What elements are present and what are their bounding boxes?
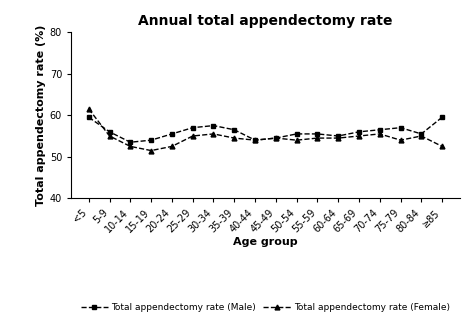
Total appendectomy rate (Female) <box>356 134 362 138</box>
X-axis label: Age group: Age group <box>233 237 298 247</box>
Total appendectomy rate (Male) <box>273 136 279 140</box>
Total appendectomy rate (Female) <box>86 107 91 111</box>
Total appendectomy rate (Female) <box>169 145 175 148</box>
Legend: Total appendectomy rate (Male), Total appendectomy rate (Female): Total appendectomy rate (Male), Total ap… <box>77 300 454 316</box>
Total appendectomy rate (Male) <box>398 126 403 130</box>
Total appendectomy rate (Female) <box>107 134 112 138</box>
Line: Total appendectomy rate (Female): Total appendectomy rate (Female) <box>86 107 445 153</box>
Total appendectomy rate (Male) <box>128 140 133 144</box>
Total appendectomy rate (Female) <box>252 138 258 142</box>
Title: Annual total appendectomy rate: Annual total appendectomy rate <box>138 14 392 28</box>
Total appendectomy rate (Female) <box>419 134 424 138</box>
Total appendectomy rate (Male) <box>169 132 175 136</box>
Total appendectomy rate (Female) <box>128 145 133 148</box>
Total appendectomy rate (Female) <box>190 134 196 138</box>
Total appendectomy rate (Male) <box>231 128 237 132</box>
Total appendectomy rate (Male) <box>294 132 300 136</box>
Total appendectomy rate (Male) <box>377 128 383 132</box>
Total appendectomy rate (Male) <box>148 138 154 142</box>
Total appendectomy rate (Female) <box>439 145 445 148</box>
Total appendectomy rate (Male) <box>252 138 258 142</box>
Total appendectomy rate (Male) <box>107 130 112 134</box>
Total appendectomy rate (Male) <box>419 132 424 136</box>
Line: Total appendectomy rate (Male): Total appendectomy rate (Male) <box>86 115 445 145</box>
Total appendectomy rate (Female) <box>273 136 279 140</box>
Total appendectomy rate (Female) <box>148 148 154 153</box>
Y-axis label: Total appendectomy rate (%): Total appendectomy rate (%) <box>36 25 46 206</box>
Total appendectomy rate (Female) <box>315 136 320 140</box>
Total appendectomy rate (Male) <box>315 132 320 136</box>
Total appendectomy rate (Female) <box>377 132 383 136</box>
Total appendectomy rate (Male) <box>190 126 196 130</box>
Total appendectomy rate (Male) <box>335 134 341 138</box>
Total appendectomy rate (Female) <box>398 138 403 142</box>
Total appendectomy rate (Male) <box>210 124 216 127</box>
Total appendectomy rate (Female) <box>210 132 216 136</box>
Total appendectomy rate (Male) <box>86 115 91 119</box>
Total appendectomy rate (Female) <box>231 136 237 140</box>
Total appendectomy rate (Female) <box>335 136 341 140</box>
Total appendectomy rate (Male) <box>439 115 445 119</box>
Total appendectomy rate (Female) <box>294 138 300 142</box>
Total appendectomy rate (Male) <box>356 130 362 134</box>
